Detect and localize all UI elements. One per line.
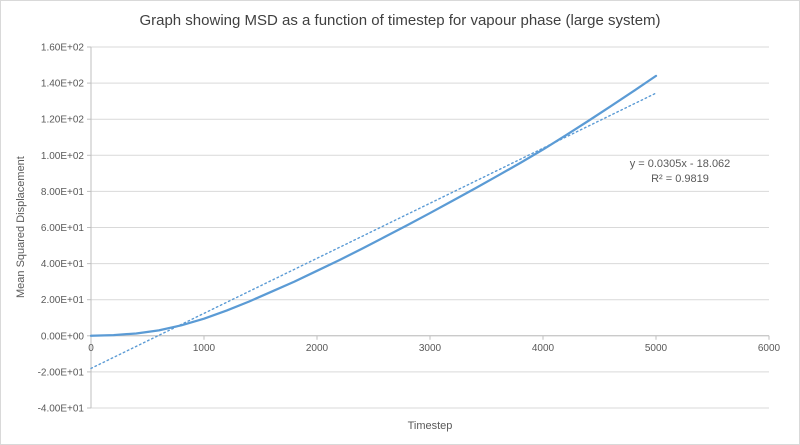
msd-series-line bbox=[89, 74, 658, 337]
x-tick-label: 6000 bbox=[758, 343, 781, 354]
y-tick-label: 1.40E+02 bbox=[41, 79, 85, 90]
x-tick-label: 4000 bbox=[532, 343, 555, 354]
y-tick-label: 1.20E+02 bbox=[41, 115, 85, 126]
y-tick-label: -4.00E+01 bbox=[38, 404, 85, 415]
y-tick-label: 0.00E+00 bbox=[41, 331, 85, 342]
trendline-annotation: y = 0.0305x - 18.062 R² = 0.9819 bbox=[630, 157, 731, 187]
y-tick-label: 1.00E+02 bbox=[41, 151, 85, 162]
x-tick-label: 3000 bbox=[419, 343, 442, 354]
x-axis-title: Timestep bbox=[407, 420, 453, 432]
y-tick-label: 6.00E+01 bbox=[41, 223, 85, 234]
chart-title: Graph showing MSD as a function of times… bbox=[139, 12, 661, 29]
y-tick-label: -2.00E+01 bbox=[38, 367, 85, 378]
x-tick-label: 5000 bbox=[645, 343, 668, 354]
trendline-equation: y = 0.0305x - 18.062 bbox=[629, 158, 731, 170]
x-tick-label: 2000 bbox=[306, 343, 329, 354]
y-tick-label: 4.00E+01 bbox=[41, 259, 85, 270]
x-tick-label: 1000 bbox=[193, 343, 216, 354]
trendline-r2: R² = 0.9819 bbox=[651, 173, 709, 185]
y-tick-label: 8.00E+01 bbox=[41, 187, 85, 198]
y-tick-label: 1.60E+02 bbox=[41, 43, 85, 54]
x-tick-label: 0 bbox=[88, 343, 94, 354]
y-tick-label: 2.00E+01 bbox=[41, 295, 85, 306]
